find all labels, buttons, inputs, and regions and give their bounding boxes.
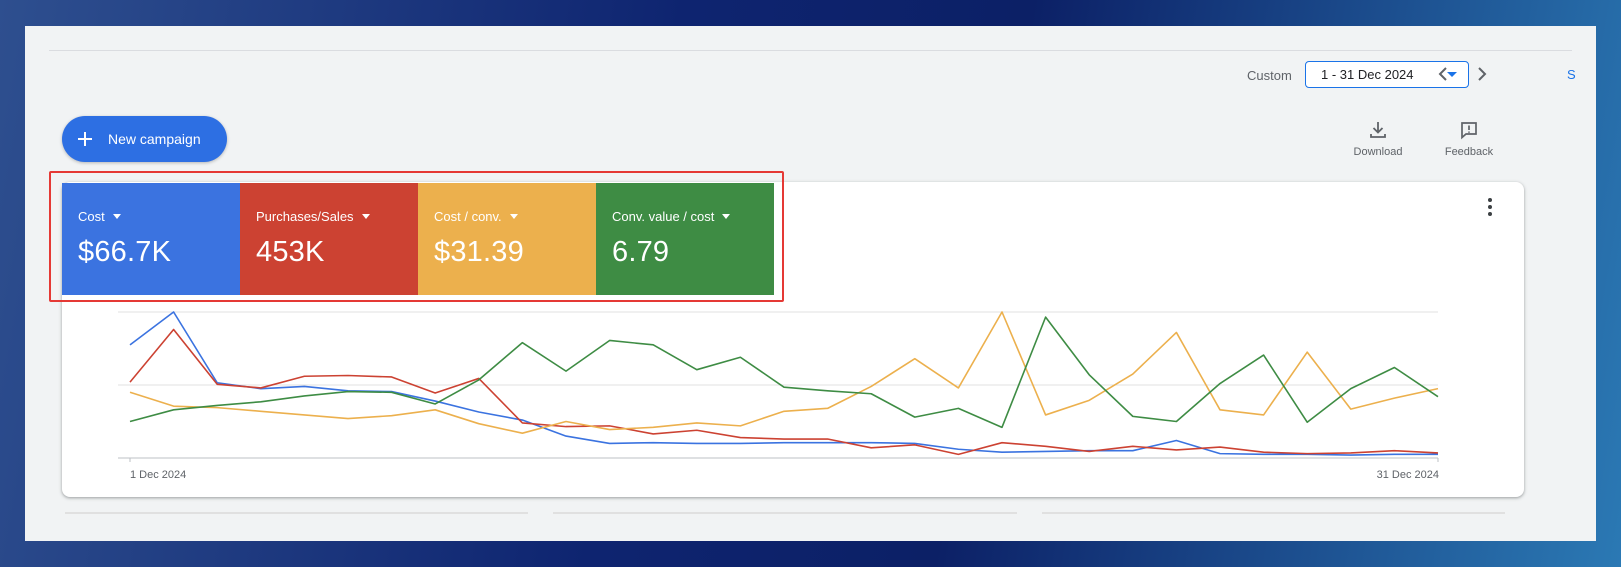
feedback-button[interactable]: Feedback: [1433, 120, 1505, 158]
date-range-label: Custom: [1247, 68, 1292, 83]
caret-down-icon[interactable]: [112, 214, 121, 219]
new-campaign-label: New campaign: [108, 131, 201, 147]
caret-down-icon: [1447, 72, 1457, 77]
new-campaign-button[interactable]: New campaign: [62, 116, 227, 162]
scorecard-highlight-frame: [49, 171, 784, 302]
footer-tab-strip: [553, 512, 1017, 514]
scorecard-cost-per-conv[interactable]: Cost / conv. $31.39: [418, 183, 596, 295]
caret-down-icon[interactable]: [722, 214, 731, 219]
scorecard-label: Cost / conv.: [434, 209, 502, 224]
download-icon: [1370, 122, 1386, 138]
scorecard-label: Cost: [78, 209, 105, 224]
feedback-icon: [1461, 122, 1477, 140]
top-divider: [49, 50, 1572, 51]
download-button[interactable]: Download: [1343, 120, 1413, 158]
date-range-value: 1 - 31 Dec 2024: [1321, 67, 1414, 82]
feedback-label: Feedback: [1444, 146, 1494, 158]
caret-down-icon[interactable]: [361, 214, 370, 219]
scorecard-purchases-sales[interactable]: Purchases/Sales 453K: [240, 183, 418, 295]
scorecard-conv-value-per-cost[interactable]: Conv. value / cost 6.79: [596, 183, 774, 295]
chevron-left-icon[interactable]: [1432, 62, 1454, 86]
download-label: Download: [1353, 146, 1403, 158]
footer-tab-strip: [1042, 512, 1505, 514]
caret-down-icon[interactable]: [509, 214, 518, 219]
truncated-toolbar-item[interactable]: S: [1567, 67, 1576, 82]
scorecard-value: 453K: [256, 236, 325, 268]
scorecard-cost[interactable]: Cost $66.7K: [62, 183, 240, 295]
more-vert-icon[interactable]: [1480, 196, 1500, 218]
campaigns-overview-panel: Custom 1 - 31 Dec 2024 S New campaign Do…: [25, 26, 1596, 541]
footer-tab-strip: [65, 512, 528, 514]
scorecard-value: 6.79: [612, 236, 670, 268]
scorecard-label: Purchases/Sales: [256, 209, 354, 224]
scorecard-value: $31.39: [434, 236, 524, 268]
scorecard-label: Conv. value / cost: [612, 209, 715, 224]
scorecard-value: $66.7K: [78, 236, 172, 268]
plus-icon: [78, 132, 92, 146]
chevron-right-icon[interactable]: [1471, 62, 1493, 86]
